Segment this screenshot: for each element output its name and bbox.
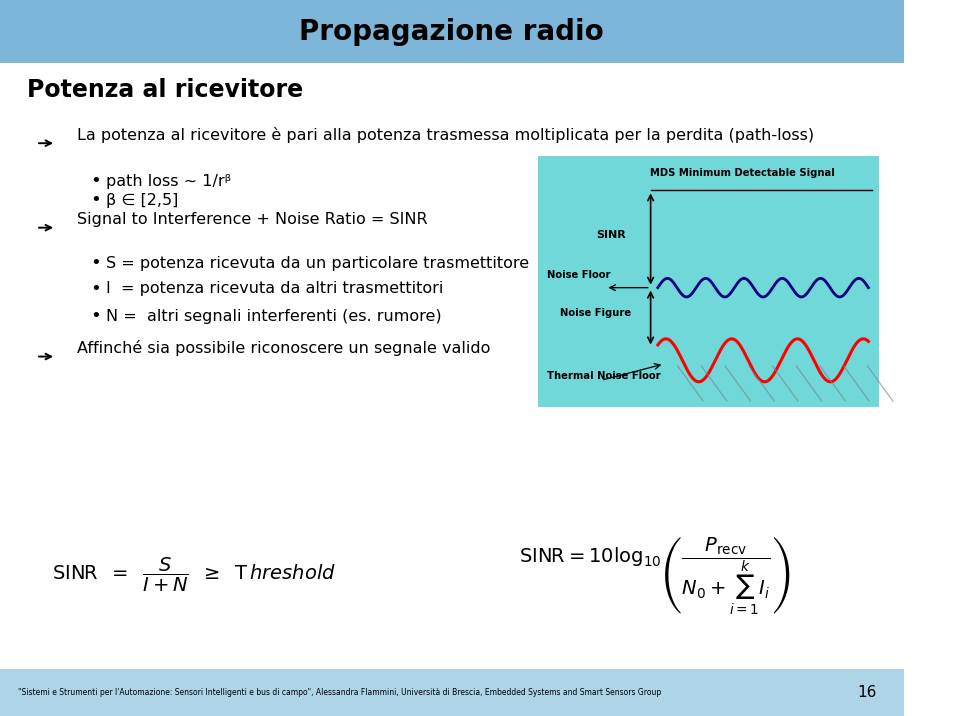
Text: Signal to Interference + Noise Ratio = SINR: Signal to Interference + Noise Ratio = S… [77,212,427,226]
Text: 16: 16 [857,685,876,700]
Text: Noise Floor: Noise Floor [546,270,611,280]
Text: •: • [90,172,101,190]
Text: Affinché sia possibile riconoscere un segnale valido: Affinché sia possibile riconoscere un se… [77,340,491,356]
Text: $\mathsf{SINR} \;\; = \;\; \dfrac{S}{I + N} \;\; \geq \;\; \mathsf{T}\,\mathit{h: $\mathsf{SINR} \;\; = \;\; \dfrac{S}{I +… [52,556,336,594]
Bar [0,0,903,63]
Text: SINR: SINR [596,231,626,241]
Text: Noise Figure: Noise Figure [561,308,632,318]
Text: La potenza al ricevitore è pari alla potenza trasmessa moltiplicata per la perdi: La potenza al ricevitore è pari alla pot… [77,127,814,142]
Text: β ∈ [2,5]: β ∈ [2,5] [106,193,179,208]
Text: Thermal Noise Floor: Thermal Noise Floor [546,371,660,381]
Text: S = potenza ricevuta da un particolare trasmettitore: S = potenza ricevuta da un particolare t… [106,256,529,271]
Bar [0,669,903,716]
Text: •: • [90,279,101,298]
Text: •: • [90,254,101,273]
Text: MDS Minimum Detectable Signal: MDS Minimum Detectable Signal [650,168,835,178]
Text: $\mathsf{SINR} = 10\log_{10}\!\left(\dfrac{P_{\mathrm{recv}}}{N_0 + \sum_{i=1}^{: $\mathsf{SINR} = 10\log_{10}\!\left(\dfr… [519,534,791,616]
Text: Propagazione radio: Propagazione radio [300,17,604,46]
Text: N =  altri segnali interferenti (es. rumore): N = altri segnali interferenti (es. rumo… [106,309,442,324]
Text: Potenza al ricevitore: Potenza al ricevitore [27,77,303,102]
Text: "Sistemi e Strumenti per l'Automazione: Sensori Intelligenti e bus di campo", Al: "Sistemi e Strumenti per l'Automazione: … [18,688,661,697]
Text: •: • [90,191,101,210]
Text: I  = potenza ricevuta da altri trasmettitori: I = potenza ricevuta da altri trasmettit… [106,281,444,296]
Text: path loss ~ 1/rᵝ: path loss ~ 1/rᵝ [106,174,230,188]
Bar [538,156,879,407]
Text: •: • [90,307,101,326]
